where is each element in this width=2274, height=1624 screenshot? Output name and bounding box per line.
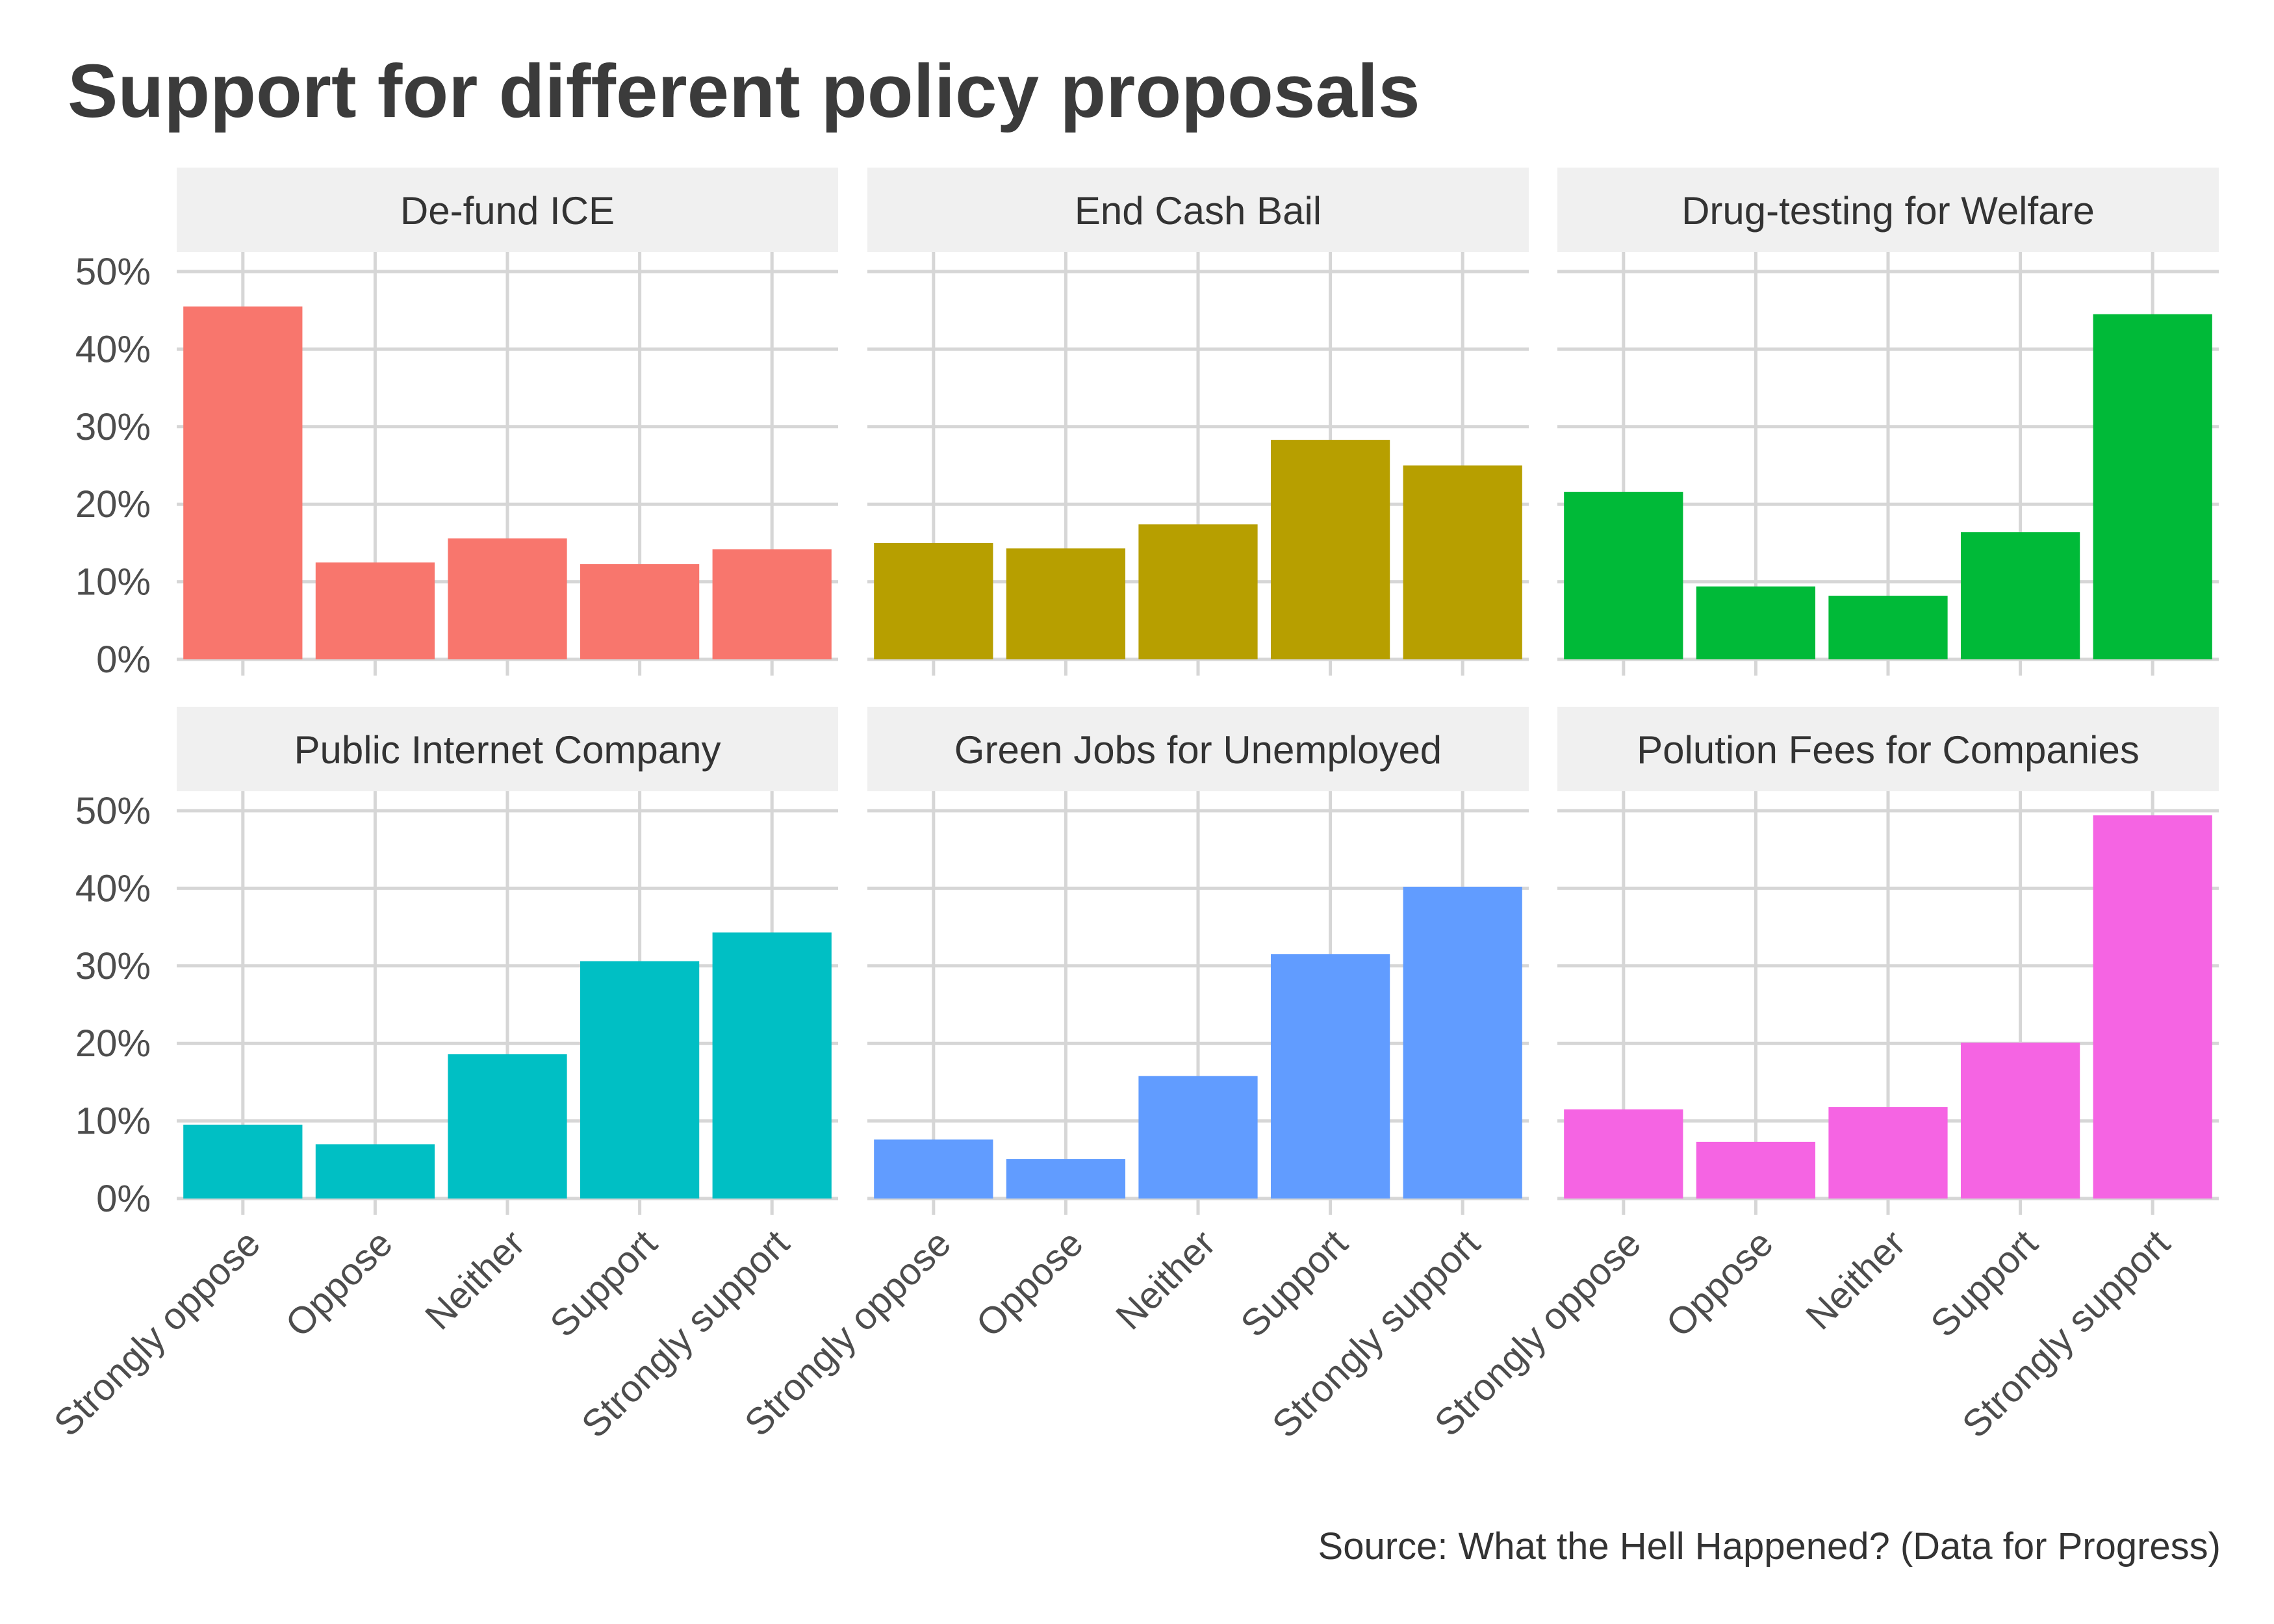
- panel-end-cash-bail: End Cash Bail: [867, 168, 1529, 676]
- x-tick-label-strongly-oppose: Strongly oppose: [46, 1222, 268, 1444]
- y-tick-label: 30%: [75, 406, 151, 448]
- panel-public-internet-company: Public Internet Company 0% 10% 20% 30% 40% 50%…: [46, 707, 838, 1446]
- bar-de-fund-ice-strongly-oppose: [183, 306, 303, 660]
- y-tick-label: 30%: [75, 945, 151, 987]
- bar-end-cash-bail-support: [1270, 440, 1390, 659]
- chart-title: Support for different policy proposals: [68, 49, 1420, 133]
- x-tick-label-oppose: Oppose: [1658, 1222, 1782, 1345]
- bar-drug-testing-for-welfare-neither: [1828, 596, 1948, 659]
- bar-de-fund-ice-strongly-support: [712, 549, 832, 659]
- bar-end-cash-bail-strongly-oppose: [874, 542, 993, 659]
- panel-title-end-cash-bail: End Cash Bail: [1075, 189, 1322, 233]
- panel-strip-polution-fees-for-companies: [1557, 707, 2219, 791]
- x-tick-label-neither: Neither: [417, 1222, 533, 1338]
- panel-strip-end-cash-bail: [867, 168, 1529, 252]
- bar-polution-fees-for-companies-oppose: [1696, 1141, 1816, 1199]
- panel-title-de-fund-ice: De-fund ICE: [400, 189, 615, 233]
- y-tick-label: 20%: [75, 483, 151, 526]
- x-tick-label-oppose: Oppose: [968, 1222, 1092, 1345]
- chart-caption: Source: What the Hell Happened? (Data fo…: [1318, 1525, 2221, 1567]
- bar-end-cash-bail-oppose: [1006, 548, 1126, 659]
- y-tick-label: 40%: [75, 328, 151, 370]
- panel-strip-drug-testing-for-welfare: [1557, 168, 2219, 252]
- y-tick-label: 50%: [75, 251, 151, 293]
- bar-drug-testing-for-welfare-oppose: [1696, 586, 1816, 659]
- x-tick-label-support: Support: [542, 1222, 665, 1345]
- x-tick-label-neither: Neither: [1108, 1222, 1223, 1338]
- bar-de-fund-ice-oppose: [315, 562, 435, 659]
- y-tick-label: 50%: [75, 790, 151, 832]
- panel-strip-de-fund-ice: [177, 168, 838, 252]
- bar-polution-fees-for-companies-neither: [1828, 1107, 1948, 1199]
- panels-layer: De-fund ICE 0% 10% 20% 30% 40% 50% End Cash Bai…: [46, 168, 2219, 1446]
- bar-green-jobs-for-unemployed-neither: [1138, 1076, 1258, 1199]
- bar-green-jobs-for-unemployed-strongly-support: [1403, 887, 1522, 1199]
- bar-polution-fees-for-companies-strongly-oppose: [1564, 1109, 1683, 1199]
- bar-drug-testing-for-welfare-strongly-oppose: [1564, 492, 1683, 659]
- bar-green-jobs-for-unemployed-support: [1270, 954, 1390, 1199]
- panel-title-public-internet-company: Public Internet Company: [294, 728, 721, 772]
- bar-green-jobs-for-unemployed-oppose: [1006, 1159, 1126, 1199]
- y-tick-label: 10%: [75, 561, 151, 603]
- bar-public-internet-company-oppose: [315, 1144, 435, 1199]
- bar-public-internet-company-strongly-support: [712, 932, 832, 1199]
- bar-drug-testing-for-welfare-strongly-support: [2093, 314, 2212, 659]
- panel-title-polution-fees-for-companies: Polution Fees for Companies: [1637, 728, 2140, 772]
- x-tick-label-support: Support: [1923, 1222, 2046, 1345]
- panel-strip-public-internet-company: [177, 707, 838, 791]
- bar-polution-fees-for-companies-strongly-support: [2093, 815, 2212, 1199]
- panel-drug-testing-for-welfare: Drug-testing for Welfare: [1557, 168, 2219, 676]
- bar-public-internet-company-neither: [448, 1054, 567, 1199]
- bar-public-internet-company-support: [580, 961, 700, 1199]
- bar-public-internet-company-strongly-oppose: [183, 1124, 303, 1199]
- panel-title-green-jobs-for-unemployed: Green Jobs for Unemployed: [954, 728, 1442, 772]
- x-tick-label-support: Support: [1233, 1222, 1356, 1345]
- panel-title-drug-testing-for-welfare: Drug-testing for Welfare: [1681, 189, 2095, 233]
- bar-green-jobs-for-unemployed-strongly-oppose: [874, 1139, 993, 1199]
- bar-drug-testing-for-welfare-support: [1960, 532, 2080, 659]
- panel-de-fund-ice: De-fund ICE 0% 10% 20% 30% 40% 50%: [75, 168, 838, 681]
- y-tick-label: 0%: [96, 639, 151, 681]
- bar-polution-fees-for-companies-support: [1960, 1043, 2080, 1199]
- x-tick-label-neither: Neither: [1798, 1222, 1913, 1338]
- bar-end-cash-bail-neither: [1138, 524, 1258, 659]
- y-tick-label: 40%: [75, 867, 151, 909]
- panel-strip-green-jobs-for-unemployed: [867, 707, 1529, 791]
- bar-end-cash-bail-strongly-support: [1403, 465, 1522, 659]
- y-tick-label: 10%: [75, 1100, 151, 1143]
- y-tick-label: 20%: [75, 1022, 151, 1065]
- y-tick-label: 0%: [96, 1178, 151, 1220]
- x-tick-label-oppose: Oppose: [277, 1222, 401, 1345]
- bar-de-fund-ice-neither: [448, 538, 567, 659]
- bar-de-fund-ice-support: [580, 564, 700, 659]
